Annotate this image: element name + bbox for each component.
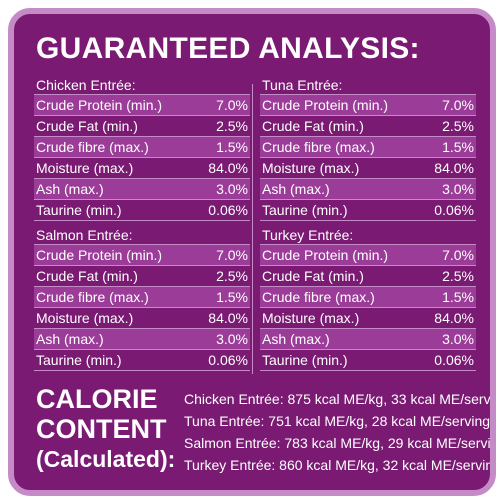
table-row: Crude fibre (max.) 1.5% [34, 136, 250, 157]
table-row: Crude Fat (min.) 2.5% [260, 265, 476, 286]
table-row: Crude fibre (max.) 1.5% [34, 286, 250, 307]
table-row: Crude fibre (max.) 1.5% [260, 286, 476, 307]
calorie-heading-line2: CONTENT [36, 414, 167, 444]
row-label: Taurine (min.) [36, 202, 122, 218]
table-row: Moisture (max.) 84.0% [34, 157, 250, 178]
row-value: 84.0% [434, 310, 474, 326]
row-value: 7.0% [216, 247, 248, 263]
calorie-heading-line3: (Calculated): [36, 446, 176, 472]
table-row: Crude Fat (min.) 2.5% [34, 265, 250, 286]
row-value: 3.0% [216, 331, 248, 347]
table-row: Moisture (max.) 84.0% [260, 307, 476, 328]
table-row: Ash (max.) 3.0% [34, 178, 250, 199]
table-row: Ash (max.) 3.0% [34, 328, 250, 349]
row-label: Ash (max.) [36, 181, 104, 197]
row-value: 0.06% [434, 202, 474, 218]
row-value: 84.0% [434, 160, 474, 176]
row-label: Crude fibre (max.) [262, 139, 375, 155]
table-title: Salmon Entrée: [36, 227, 133, 243]
table-title: Turkey Entrée: [262, 227, 354, 243]
calorie-line-turkey: Turkey Entrée: 860 kcal ME/kg, 32 kcal M… [184, 457, 496, 473]
row-label: Moisture (max.) [262, 160, 360, 176]
row-value: 0.06% [208, 202, 248, 218]
row-value: 1.5% [216, 139, 248, 155]
calorie-line-salmon: Salmon Entrée: 783 kcal ME/kg, 29 kcal M… [184, 435, 496, 451]
row-value: 7.0% [442, 97, 474, 113]
table-salmon: Salmon Entrée: Crude Protein (min.) 7.0% … [34, 226, 250, 371]
row-label: Moisture (max.) [36, 160, 134, 176]
row-label: Taurine (min.) [36, 352, 122, 368]
row-label: Ash (max.) [262, 331, 330, 347]
calorie-line-chicken: Chicken Entrée: 875 kcal ME/kg, 33 kcal … [184, 391, 496, 407]
row-label: Ash (max.) [262, 181, 330, 197]
row-value: 2.5% [442, 118, 474, 134]
row-value: 3.0% [442, 331, 474, 347]
row-label: Taurine (min.) [262, 202, 348, 218]
table-row: Taurine (min.) 0.06% [34, 349, 250, 371]
table-chicken: Chicken Entrée: Crude Protein (min.) 7.0%… [34, 76, 250, 221]
row-value: 2.5% [442, 268, 474, 284]
row-label: Crude Fat (min.) [262, 118, 364, 134]
row-label: Crude Protein (min.) [262, 247, 389, 263]
calorie-line-tuna: Tuna Entrée: 751 kcal ME/kg, 28 kcal ME/… [184, 413, 491, 429]
table-row: Crude fibre (max.) 1.5% [260, 136, 476, 157]
row-label: Crude Fat (min.) [36, 118, 138, 134]
row-label: Crude Protein (min.) [36, 247, 163, 263]
table-title: Tuna Entrée: [262, 77, 343, 93]
row-label: Crude Protein (min.) [36, 97, 163, 113]
page-title: GUARANTEED ANALYSIS: [36, 32, 420, 65]
table-row: Crude Fat (min.) 2.5% [34, 115, 250, 136]
row-value: 3.0% [442, 181, 474, 197]
row-value: 3.0% [216, 181, 248, 197]
row-value: 1.5% [442, 139, 474, 155]
row-label: Crude fibre (max.) [36, 139, 149, 155]
table-row: Taurine (min.) 0.06% [260, 199, 476, 221]
calorie-heading: CALORIE CONTENT (Calculated): [36, 384, 175, 474]
row-label: Crude fibre (max.) [262, 289, 375, 305]
table-row: Taurine (min.) 0.06% [260, 349, 476, 371]
row-value: 1.5% [216, 289, 248, 305]
row-value: 7.0% [216, 97, 248, 113]
row-label: Moisture (max.) [262, 310, 360, 326]
table-row: Ash (max.) 3.0% [260, 328, 476, 349]
row-label: Taurine (min.) [262, 352, 348, 368]
row-value: 0.06% [434, 352, 474, 368]
calorie-heading-line1: CALORIE [36, 384, 158, 414]
row-label: Crude Fat (min.) [36, 268, 138, 284]
row-value: 7.0% [442, 247, 474, 263]
table-row: Moisture (max.) 84.0% [260, 157, 476, 178]
table-row: Crude Protein (min.) 7.0% [260, 94, 476, 115]
row-label: Crude Fat (min.) [262, 268, 364, 284]
table-row: Moisture (max.) 84.0% [34, 307, 250, 328]
table-title: Chicken Entrée: [36, 77, 136, 93]
row-value: 84.0% [208, 310, 248, 326]
table-row: Ash (max.) 3.0% [260, 178, 476, 199]
row-label: Ash (max.) [36, 331, 104, 347]
table-row: Taurine (min.) 0.06% [34, 199, 250, 221]
table-row: Crude Fat (min.) 2.5% [260, 115, 476, 136]
table-row: Crude Protein (min.) 7.0% [34, 244, 250, 265]
table-row: Crude Protein (min.) 7.0% [34, 94, 250, 115]
table-row: Crude Protein (min.) 7.0% [260, 244, 476, 265]
nutrition-panel: GUARANTEED ANALYSIS: Chicken Entrée: Cru… [8, 8, 496, 496]
row-label: Moisture (max.) [36, 310, 134, 326]
row-value: 84.0% [208, 160, 248, 176]
row-label: Crude fibre (max.) [36, 289, 149, 305]
table-turkey: Turkey Entrée: Crude Protein (min.) 7.0% … [260, 226, 476, 371]
row-value: 1.5% [442, 289, 474, 305]
table-tuna: Tuna Entrée: Crude Protein (min.) 7.0% Cr… [260, 76, 476, 221]
column-divider [252, 84, 253, 374]
row-label: Crude Protein (min.) [262, 97, 389, 113]
row-value: 2.5% [216, 118, 248, 134]
row-value: 0.06% [208, 352, 248, 368]
row-value: 2.5% [216, 268, 248, 284]
calorie-list: Chicken Entrée: 875 kcal ME/kg, 33 kcal … [184, 388, 496, 476]
